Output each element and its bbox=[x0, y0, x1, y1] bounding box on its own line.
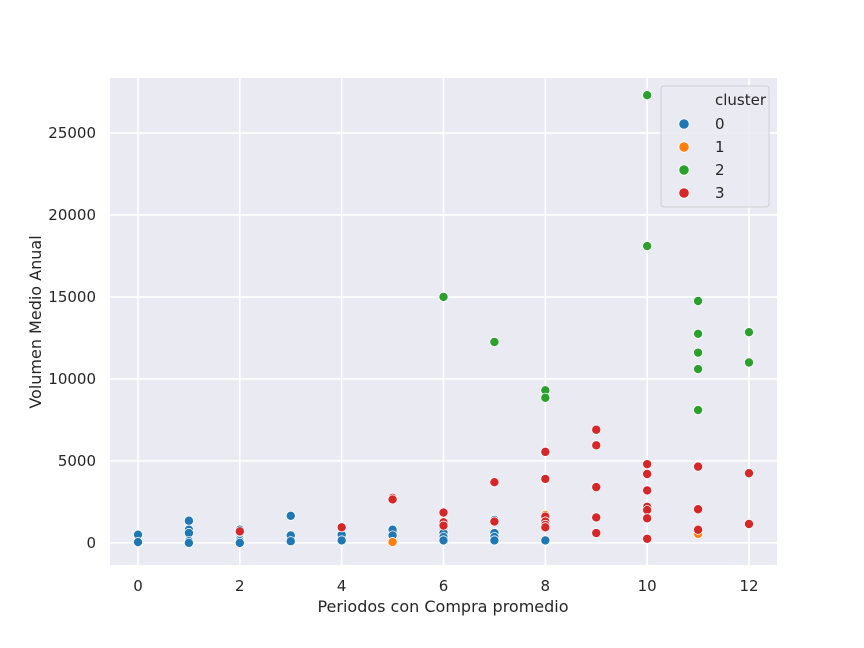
data-point-cluster-3 bbox=[693, 524, 704, 535]
data-point-cluster-3 bbox=[540, 446, 551, 457]
x-axis-label: Periodos con Compra promedio bbox=[317, 597, 568, 616]
x-tick-label: 0 bbox=[133, 577, 143, 595]
data-point-cluster-1 bbox=[387, 537, 398, 548]
data-point-cluster-3 bbox=[642, 485, 653, 496]
x-tick-label: 12 bbox=[739, 577, 758, 595]
data-point-cluster-3 bbox=[693, 461, 704, 472]
data-point-cluster-3 bbox=[693, 504, 704, 515]
data-point-cluster-2 bbox=[693, 328, 704, 339]
data-point-cluster-3 bbox=[591, 528, 602, 539]
data-point-cluster-2 bbox=[693, 405, 704, 416]
data-point-cluster-3 bbox=[743, 519, 754, 530]
y-tick-label: 0 bbox=[86, 534, 96, 552]
data-point-cluster-2 bbox=[489, 336, 500, 347]
data-point-cluster-0 bbox=[133, 537, 144, 548]
data-point-cluster-3 bbox=[540, 473, 551, 484]
x-tick-label: 2 bbox=[235, 577, 245, 595]
data-point-cluster-2 bbox=[540, 392, 551, 403]
legend-marker-cluster-2 bbox=[678, 164, 690, 176]
data-point-cluster-3 bbox=[591, 482, 602, 493]
data-point-cluster-2 bbox=[743, 357, 754, 368]
y-tick-labels: 0 5000 10000 15000 20000 25000 bbox=[48, 124, 96, 552]
data-point-cluster-0 bbox=[285, 510, 296, 521]
legend-marker-cluster-0 bbox=[678, 118, 690, 130]
legend-label-cluster-3: 3 bbox=[715, 184, 725, 202]
data-point-cluster-3 bbox=[540, 522, 551, 533]
x-tick-label: 4 bbox=[337, 577, 347, 595]
x-tick-label: 6 bbox=[439, 577, 449, 595]
data-point-cluster-2 bbox=[743, 327, 754, 338]
data-point-cluster-3 bbox=[336, 522, 347, 533]
data-point-cluster-0 bbox=[336, 535, 347, 546]
data-point-cluster-3 bbox=[642, 513, 653, 524]
legend-label-cluster-0: 0 bbox=[715, 115, 725, 133]
data-point-cluster-0 bbox=[540, 535, 551, 546]
y-tick-label: 20000 bbox=[48, 206, 96, 224]
data-point-cluster-2 bbox=[693, 364, 704, 375]
data-points bbox=[133, 90, 754, 548]
data-point-cluster-0 bbox=[285, 536, 296, 547]
data-point-cluster-0 bbox=[234, 537, 245, 548]
data-point-cluster-3 bbox=[591, 512, 602, 523]
y-tick-label: 25000 bbox=[48, 124, 96, 142]
data-point-cluster-3 bbox=[489, 477, 500, 488]
legend-marker-cluster-1 bbox=[678, 141, 690, 153]
data-point-cluster-2 bbox=[438, 291, 449, 302]
legend-box bbox=[660, 85, 770, 208]
legend-label-cluster-1: 1 bbox=[715, 138, 725, 156]
data-point-cluster-3 bbox=[642, 533, 653, 544]
data-point-cluster-0 bbox=[183, 537, 194, 548]
data-point-cluster-2 bbox=[693, 296, 704, 307]
data-point-cluster-3 bbox=[743, 468, 754, 479]
legend-title: cluster bbox=[715, 91, 767, 109]
legend-marker-cluster-3 bbox=[678, 187, 690, 199]
legend-items: 0 1 2 3 bbox=[678, 115, 725, 202]
y-tick-label: 5000 bbox=[58, 452, 96, 470]
x-tick-label: 10 bbox=[638, 577, 657, 595]
data-point-cluster-3 bbox=[438, 520, 449, 531]
data-point-cluster-2 bbox=[642, 241, 653, 252]
y-axis-label: Volumen Medio Anual bbox=[26, 235, 45, 408]
legend-label-cluster-2: 2 bbox=[715, 161, 725, 179]
data-point-cluster-0 bbox=[438, 535, 449, 546]
x-tick-label: 8 bbox=[541, 577, 551, 595]
data-point-cluster-0 bbox=[489, 535, 500, 546]
data-point-cluster-3 bbox=[642, 459, 653, 470]
data-point-cluster-3 bbox=[489, 516, 500, 527]
y-tick-label: 15000 bbox=[48, 288, 96, 306]
x-tick-labels: 0 2 4 6 8 10 12 bbox=[133, 577, 758, 595]
data-point-cluster-2 bbox=[693, 347, 704, 358]
data-point-cluster-3 bbox=[591, 440, 602, 451]
data-point-cluster-3 bbox=[234, 526, 245, 537]
data-point-cluster-2 bbox=[642, 90, 653, 101]
y-tick-label: 10000 bbox=[48, 370, 96, 388]
data-point-cluster-3 bbox=[591, 424, 602, 435]
legend: cluster 0 1 2 3 bbox=[660, 85, 770, 208]
data-point-cluster-0 bbox=[183, 515, 194, 526]
data-point-cluster-3 bbox=[438, 507, 449, 518]
data-point-cluster-3 bbox=[387, 494, 398, 505]
data-point-cluster-3 bbox=[642, 468, 653, 479]
